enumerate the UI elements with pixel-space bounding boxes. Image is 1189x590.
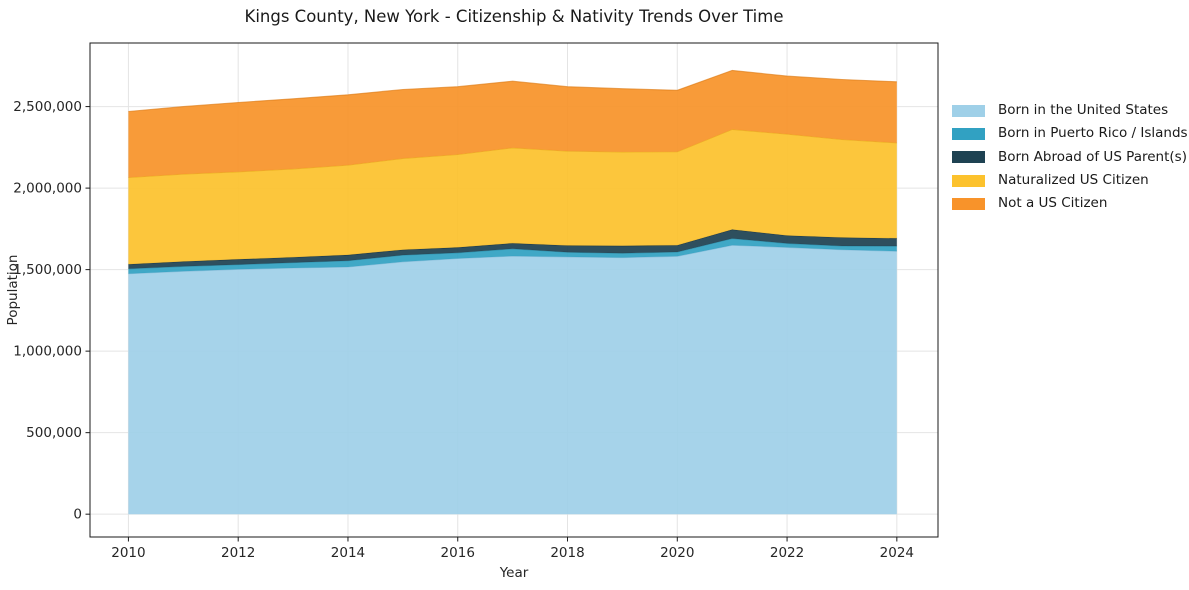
legend-label: Born Abroad of US Parent(s) <box>998 148 1187 165</box>
x-tick-label: 2010 <box>111 545 145 561</box>
legend-swatch-icon <box>952 151 985 164</box>
y-tick-label: 0 <box>73 507 82 523</box>
x-tick-label: 2012 <box>221 545 255 561</box>
x-axis-label: Year <box>499 565 529 581</box>
area-naturalized-us-citizen <box>128 129 897 265</box>
legend-swatch-icon <box>952 128 985 141</box>
legend-label: Not a US Citizen <box>998 195 1108 212</box>
area-born-abroad-of-us-parent-s <box>128 229 897 269</box>
y-tick-label: 500,000 <box>26 425 82 441</box>
legend-item-naturalized-us-citizen: Naturalized US Citizen <box>952 171 1188 188</box>
area-born-in-puerto-rico-islands <box>128 238 897 274</box>
chart-legend: Born in the United States Born in Puerto … <box>952 102 1188 211</box>
legend-swatch-icon <box>952 104 985 117</box>
legend-item-born-in-the-united-states: Born in the United States <box>952 102 1188 118</box>
area-born-in-the-united-states <box>128 245 897 515</box>
legend-label: Born in Puerto Rico / Islands <box>998 125 1188 142</box>
x-tick-label: 2020 <box>660 545 694 561</box>
y-tick-label: 1,000,000 <box>13 344 82 360</box>
legend-swatch-icon <box>952 174 985 187</box>
y-tick-label: 2,500,000 <box>13 99 82 115</box>
x-tick-label: 2022 <box>770 545 804 561</box>
y-tick-label: 2,000,000 <box>13 181 82 197</box>
y-axis-label: Population <box>5 255 21 326</box>
x-tick-label: 2016 <box>441 545 475 561</box>
chart-title: Kings County, New York - Citizenship & N… <box>244 7 784 26</box>
legend-item-born-abroad-of-us-parent-s: Born Abroad of US Parent(s) <box>952 148 1188 165</box>
legend-swatch-icon <box>952 197 985 210</box>
y-tick-label: 1,500,000 <box>13 262 82 278</box>
x-tick-label: 2018 <box>550 545 584 561</box>
x-tick-label: 2024 <box>880 545 914 561</box>
legend-item-not-a-us-citizen: Not a US Citizen <box>952 197 1188 211</box>
legend-item-born-in-puerto-rico-islands: Born in Puerto Rico / Islands <box>952 127 1188 141</box>
legend-label: Naturalized US Citizen <box>998 171 1149 188</box>
legend-label: Born in the United States <box>998 102 1169 118</box>
edge-not-a-us-citizen <box>128 69 897 113</box>
x-tick-label: 2014 <box>331 545 365 561</box>
plot-frame <box>89 42 939 538</box>
